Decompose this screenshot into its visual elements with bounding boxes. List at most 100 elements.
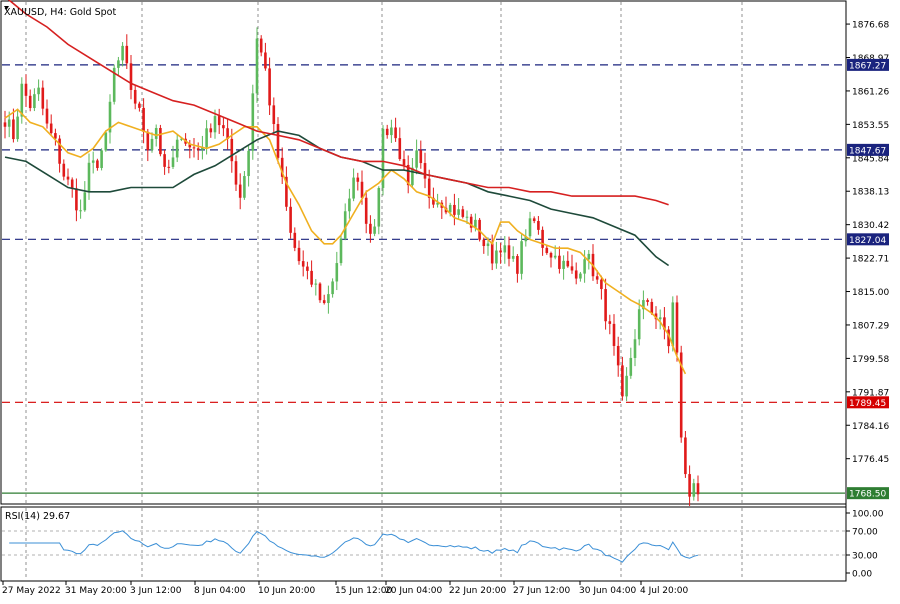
candle-body [205,128,208,148]
rsi-panel[interactable] [0,506,847,582]
candle-body [377,187,381,227]
candle-body [427,178,431,198]
candle-body [503,245,507,253]
time-tick-label: 10 Jun 20:00 [258,586,315,596]
rsi-tick-label: 70.00 [852,528,878,538]
candle-body [507,245,511,259]
candle-body [133,89,137,104]
candle-body [495,250,498,264]
candle-body [154,127,158,139]
time-tick-label: 30 Jun 04:00 [579,586,636,596]
candle-body [247,150,250,177]
price-tick-label: 1822.71 [852,255,889,265]
candle-body [654,313,658,320]
candle-body [436,202,439,205]
candle-body [461,209,465,217]
candle-body [327,294,330,304]
candle-body [230,138,234,162]
candle-body [91,160,95,163]
candle-body [499,250,502,253]
rsi-tick-label: 30.00 [852,552,878,562]
candle-body [146,131,150,151]
candle-body [272,105,276,125]
candle-body [201,147,204,150]
candle-body [486,243,490,247]
expand-triangle-icon[interactable] [4,6,9,10]
candle-body [545,247,549,253]
candle-body [566,260,570,267]
time-tick-label: 27 Jun 12:00 [513,586,570,596]
symbol-header: XAUUSD, H4: Gold Spot [4,6,116,18]
candle-body [696,483,700,495]
candle-body [70,179,74,189]
candle-body [276,124,280,158]
rsi-line [9,530,699,563]
candle-body [37,87,40,95]
candle-body [558,255,561,269]
candle-body [415,150,418,168]
candle-body [24,83,28,96]
candle-body [612,323,616,346]
candle-body [448,204,452,213]
price-tick-label: 1853.55 [852,121,889,131]
candle-body [646,300,649,302]
candle-body [348,198,351,212]
price-tick-label: 1784.16 [852,422,889,432]
candle-body [390,127,393,136]
price-panel[interactable] [0,0,847,505]
candle-body [671,302,675,347]
level-tag [847,487,889,500]
candle-body [570,266,574,271]
candle-body [402,159,406,165]
candle-body [692,483,696,497]
candle-body [310,270,313,285]
time-tick-label: 8 Jun 04:00 [194,586,246,596]
candle-body [7,119,11,127]
time-tick-label: 4 Jul 20:00 [640,586,689,596]
candle-body [3,122,7,127]
price-tick-label: 1838.13 [852,188,889,198]
level-tags: 1867.27 1847.67 1827.04 1789.45 1768.50 [847,58,889,500]
candle-body [75,188,78,211]
price-tick-label: 1807.29 [852,321,889,331]
candle-body [297,247,301,262]
candle-body [688,474,691,497]
candle-body [213,116,217,133]
horizontal-levels [2,64,845,494]
candle-body [159,127,162,155]
time-tick-label: 3 Jun 12:00 [130,586,182,596]
candle-body [637,309,641,340]
candle-body [331,281,334,295]
price-tick-label: 1876.68 [852,21,889,31]
level-tag-label: 1867.27 [849,61,886,71]
time-tick-label: 31 May 20:00 [65,586,127,596]
candle-body [280,157,284,177]
candle-body [259,38,263,53]
rsi-tick-label: 0.00 [852,570,872,580]
candle-body [524,236,528,242]
candle-body [58,138,61,164]
candle-body [125,45,129,64]
candle-body [574,270,578,279]
candle-body [112,67,116,102]
candle-body [20,83,24,117]
candle-body [285,176,288,207]
candle-body [385,128,389,136]
candle-body [121,45,124,61]
price-tick-label: 1791.87 [852,388,889,398]
candle-body [650,301,654,314]
candle-body [642,300,645,310]
level-tag [847,58,889,71]
candle-body [100,150,103,168]
candle-body [616,345,620,366]
candle-body [54,133,57,139]
level-tag-label: 1768.50 [849,490,886,500]
candle-body [360,181,364,198]
candle-body [343,211,347,239]
candle-body [684,437,687,475]
candle-body [234,161,238,185]
candle-body [108,101,112,133]
candle-body [192,147,196,149]
